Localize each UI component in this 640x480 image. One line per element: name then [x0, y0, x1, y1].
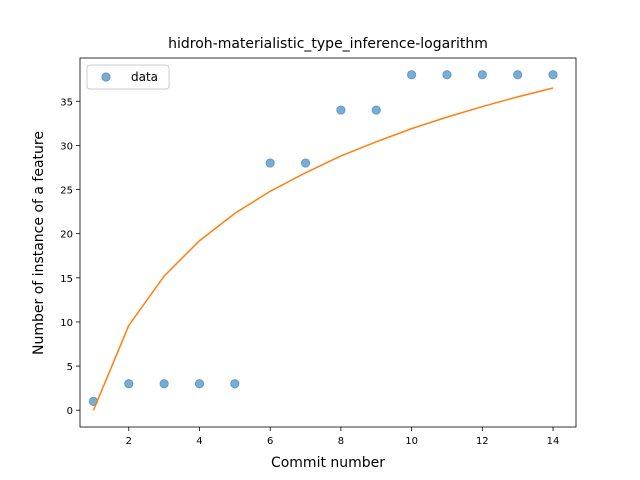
data-point — [159, 379, 169, 389]
x-tick-label: 2 — [126, 436, 132, 447]
data-point — [194, 379, 205, 389]
data-point — [265, 158, 275, 168]
y-tick-label: 35 — [60, 97, 73, 108]
data-point — [548, 70, 558, 80]
data-point — [513, 70, 523, 80]
data-point — [407, 70, 417, 80]
data-point — [477, 70, 487, 80]
y-tick-label: 15 — [60, 274, 73, 285]
data-point — [336, 105, 346, 115]
y-tick-label: 0 — [67, 406, 73, 417]
fit-line — [92, 87, 554, 411]
data-point — [300, 158, 311, 168]
data-point — [230, 379, 240, 389]
x-tick-label: 10 — [405, 436, 418, 447]
y-tick-label: 25 — [60, 186, 73, 197]
legend: data — [86, 64, 170, 90]
y-tick-label: 20 — [60, 230, 73, 241]
y-tick-label: 30 — [60, 141, 73, 152]
x-tick-label: 4 — [196, 436, 202, 447]
axes-frame — [79, 57, 577, 428]
data-point — [124, 379, 134, 389]
y-axis-label: Number of instance of a feature — [31, 131, 47, 355]
chart-title: hidroh-materialistic_type_inference-loga… — [168, 36, 488, 52]
plot-area: 2 4 6 8 10 12 14 0 5 10 15 20 25 30 35 data — [60, 57, 577, 447]
x-axis-label: Commit number — [271, 455, 385, 471]
legend-label: data — [131, 70, 158, 84]
x-tick-label: 14 — [547, 436, 560, 447]
x-tick-label: 12 — [476, 436, 489, 447]
x-tick-label: 6 — [267, 436, 273, 447]
legend-box — [86, 64, 170, 90]
data-point — [442, 70, 452, 80]
data-point — [371, 105, 381, 115]
x-tick-label: 8 — [338, 436, 344, 447]
y-tick-label: 10 — [60, 318, 73, 329]
legend-marker — [101, 72, 111, 82]
y-tick-label: 5 — [67, 362, 73, 373]
